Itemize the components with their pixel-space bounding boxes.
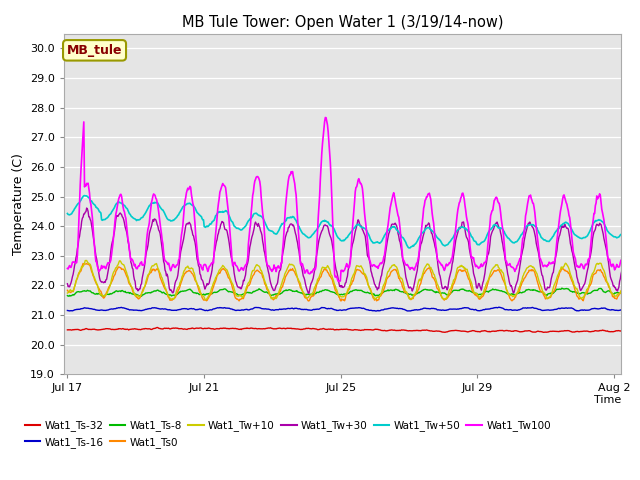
Wat1_Tw+30	[288, 221, 296, 227]
Line: Wat1_Tw100: Wat1_Tw100	[67, 118, 640, 281]
Wat1_Tw+50	[63, 211, 71, 216]
Wat1_Tw+50	[81, 193, 88, 199]
Wat1_Tw100	[413, 261, 421, 267]
Wat1_Tw100	[562, 197, 570, 203]
X-axis label: Time: Time	[593, 395, 621, 405]
Wat1_Ts-16	[208, 307, 216, 312]
Wat1_Ts-8	[321, 287, 328, 293]
Wat1_Tw100	[287, 169, 295, 175]
Text: MB_tule: MB_tule	[67, 44, 122, 57]
Wat1_Ts-16	[495, 304, 503, 310]
Wat1_Tw+10	[86, 262, 94, 267]
Wat1_Tw+50	[321, 217, 328, 223]
Wat1_Ts-8	[136, 293, 144, 299]
Wat1_Tw+30	[413, 267, 421, 273]
Wat1_Ts-8	[562, 286, 570, 291]
Wat1_Ts0	[209, 286, 216, 291]
Wat1_Tw100	[321, 115, 329, 120]
Wat1_Ts-32	[288, 326, 296, 332]
Wat1_Tw+10	[82, 258, 90, 264]
Line: Wat1_Ts0: Wat1_Ts0	[67, 264, 640, 301]
Wat1_Ts-8	[558, 285, 566, 291]
Wat1_Ts-16	[561, 305, 568, 311]
Wat1_Ts-32	[562, 328, 570, 334]
Wat1_Tw+10	[210, 280, 218, 286]
Wat1_Tw100	[208, 260, 216, 265]
Wat1_Tw100	[86, 190, 93, 196]
Wat1_Ts0	[63, 288, 71, 293]
Wat1_Ts-8	[413, 291, 420, 297]
Wat1_Ts-16	[412, 307, 420, 312]
Wat1_Ts0	[86, 264, 94, 269]
Wat1_Ts-16	[86, 306, 93, 312]
Wat1_Ts0	[288, 267, 296, 273]
Wat1_Ts-32	[413, 327, 420, 333]
Wat1_Tw+50	[86, 197, 94, 203]
Wat1_Tw+50	[288, 215, 296, 220]
Wat1_Tw+30	[63, 281, 71, 287]
Wat1_Tw100	[63, 265, 71, 271]
Wat1_Ts-16	[320, 305, 328, 311]
Wat1_Tw+10	[562, 260, 570, 266]
Wat1_Ts-8	[63, 293, 71, 299]
Legend: Wat1_Ts-32, Wat1_Ts-16, Wat1_Ts-8, Wat1_Ts0, Wat1_Tw+10, Wat1_Tw+30, Wat1_Tw+50,: Wat1_Ts-32, Wat1_Ts-16, Wat1_Ts-8, Wat1_…	[25, 420, 551, 447]
Wat1_Tw+10	[321, 265, 329, 271]
Wat1_Tw+30	[209, 261, 216, 267]
Wat1_Tw100	[320, 125, 328, 131]
Wat1_Ts-32	[321, 326, 328, 332]
Wat1_Tw+10	[63, 290, 71, 296]
Wat1_Tw+10	[413, 284, 421, 289]
Wat1_Tw+30	[562, 224, 570, 229]
Wat1_Ts-32	[209, 326, 216, 332]
Wat1_Tw+30	[83, 205, 90, 211]
Wat1_Tw+50	[209, 219, 216, 225]
Wat1_Tw+50	[562, 219, 570, 225]
Wat1_Ts0	[321, 266, 328, 272]
Wat1_Tw+10	[202, 297, 209, 303]
Wat1_Tw+30	[86, 216, 94, 222]
Wat1_Ts-16	[63, 308, 71, 313]
Wat1_Tw+10	[289, 262, 296, 268]
Wat1_Ts0	[79, 261, 87, 266]
Line: Wat1_Tw+50: Wat1_Tw+50	[67, 196, 640, 248]
Wat1_Ts-8	[86, 288, 93, 294]
Wat1_Tw+30	[321, 222, 329, 228]
Wat1_Tw100	[335, 278, 342, 284]
Line: Wat1_Ts-16: Wat1_Ts-16	[67, 307, 640, 312]
Title: MB Tule Tower: Open Water 1 (3/19/14-now): MB Tule Tower: Open Water 1 (3/19/14-now…	[182, 15, 503, 30]
Wat1_Ts-32	[154, 324, 161, 330]
Line: Wat1_Tw+10: Wat1_Tw+10	[67, 261, 640, 300]
Line: Wat1_Ts-32: Wat1_Ts-32	[67, 327, 640, 332]
Wat1_Tw+50	[406, 245, 414, 251]
Wat1_Tw+50	[413, 239, 421, 244]
Wat1_Ts0	[413, 290, 420, 296]
Wat1_Ts-16	[287, 305, 295, 311]
Wat1_Ts0	[561, 268, 568, 274]
Wat1_Ts-32	[540, 329, 547, 335]
Wat1_Ts-32	[86, 326, 93, 332]
Y-axis label: Temperature (C): Temperature (C)	[12, 153, 24, 255]
Line: Wat1_Tw+30: Wat1_Tw+30	[67, 208, 640, 293]
Wat1_Ts-8	[288, 288, 296, 294]
Line: Wat1_Ts-8: Wat1_Ts-8	[67, 288, 640, 296]
Wat1_Tw+30	[305, 290, 313, 296]
Wat1_Ts-8	[209, 290, 216, 296]
Wat1_Ts-32	[63, 327, 71, 333]
